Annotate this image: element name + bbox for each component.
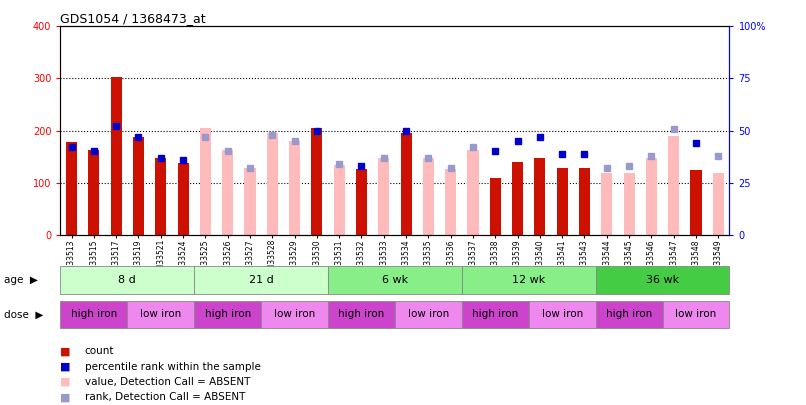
Bar: [261, 301, 328, 328]
Text: value, Detection Call = ABSENT: value, Detection Call = ABSENT: [85, 377, 250, 387]
Text: ■: ■: [60, 362, 71, 372]
Bar: [445, 169, 456, 235]
Bar: [200, 128, 211, 235]
Text: 36 wk: 36 wk: [646, 275, 679, 285]
Bar: [462, 266, 596, 294]
Bar: [378, 158, 389, 235]
Bar: [691, 170, 701, 235]
Text: ■: ■: [60, 346, 71, 356]
Bar: [244, 168, 256, 235]
Bar: [127, 301, 194, 328]
Bar: [423, 158, 434, 235]
Text: low iron: low iron: [408, 309, 449, 319]
Text: ■: ■: [60, 377, 71, 387]
Bar: [596, 266, 729, 294]
Bar: [356, 168, 367, 235]
Bar: [490, 177, 501, 235]
Text: low iron: low iron: [675, 309, 717, 319]
Bar: [89, 150, 99, 235]
Bar: [194, 266, 328, 294]
Bar: [579, 168, 590, 235]
Bar: [177, 163, 189, 235]
Text: 21 d: 21 d: [249, 275, 273, 285]
Text: high iron: high iron: [472, 309, 518, 319]
Bar: [512, 162, 523, 235]
Bar: [133, 137, 144, 235]
Bar: [467, 150, 479, 235]
Text: age  ▶: age ▶: [4, 275, 38, 285]
Bar: [596, 301, 663, 328]
Bar: [534, 158, 546, 235]
Text: 8 d: 8 d: [118, 275, 136, 285]
Text: high iron: high iron: [339, 309, 384, 319]
Bar: [328, 266, 462, 294]
Text: dose  ▶: dose ▶: [4, 309, 44, 319]
Bar: [462, 301, 529, 328]
Bar: [646, 158, 657, 235]
Bar: [60, 266, 194, 294]
Bar: [60, 301, 127, 328]
Text: low iron: low iron: [274, 309, 315, 319]
Text: high iron: high iron: [205, 309, 251, 319]
Bar: [401, 133, 412, 235]
Text: rank, Detection Call = ABSENT: rank, Detection Call = ABSENT: [85, 392, 245, 403]
Bar: [289, 141, 300, 235]
Bar: [601, 173, 613, 235]
Text: percentile rank within the sample: percentile rank within the sample: [85, 362, 260, 372]
Text: high iron: high iron: [71, 309, 117, 319]
Bar: [557, 168, 567, 235]
Text: high iron: high iron: [606, 309, 652, 319]
Bar: [110, 77, 122, 235]
Text: 12 wk: 12 wk: [512, 275, 546, 285]
Text: low iron: low iron: [542, 309, 583, 319]
Bar: [156, 158, 166, 235]
Bar: [529, 301, 596, 328]
Bar: [66, 142, 77, 235]
Bar: [194, 301, 261, 328]
Bar: [663, 301, 729, 328]
Bar: [624, 173, 634, 235]
Bar: [395, 301, 462, 328]
Bar: [668, 136, 679, 235]
Bar: [222, 150, 233, 235]
Text: GDS1054 / 1368473_at: GDS1054 / 1368473_at: [60, 12, 206, 25]
Bar: [267, 133, 278, 235]
Bar: [328, 301, 395, 328]
Bar: [713, 173, 724, 235]
Bar: [311, 128, 322, 235]
Text: 6 wk: 6 wk: [382, 275, 408, 285]
Text: low iron: low iron: [140, 309, 181, 319]
Bar: [334, 164, 345, 235]
Text: count: count: [85, 346, 114, 356]
Text: ■: ■: [60, 392, 71, 403]
